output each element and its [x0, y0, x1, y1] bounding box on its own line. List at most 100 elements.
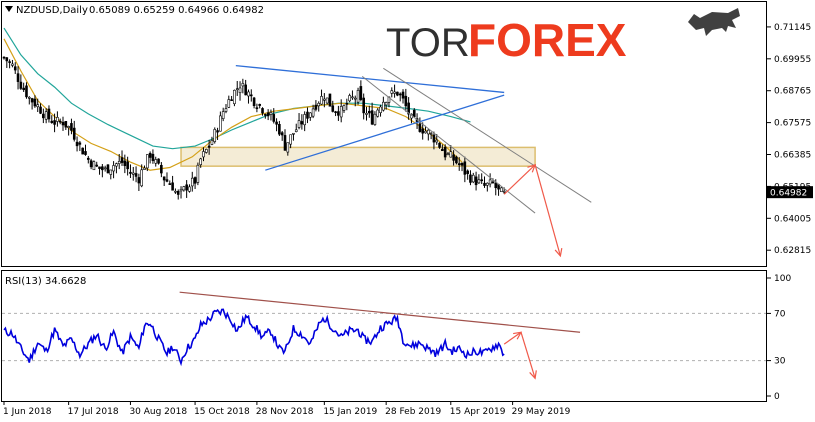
candle-body [334, 111, 337, 113]
down-channel-upper [383, 67, 592, 203]
rsi-y-tick-label: 70 [774, 309, 786, 319]
candle-body [27, 97, 31, 99]
candle-body [466, 170, 469, 174]
candle-body [19, 81, 23, 89]
candle-body [216, 130, 219, 133]
forecast-down-arrow [534, 164, 561, 257]
candle-body [266, 112, 270, 117]
candle-body [446, 153, 450, 156]
candle-body [460, 162, 464, 166]
candle-body [249, 94, 253, 97]
candle-body [196, 164, 200, 183]
candle-body [33, 98, 37, 107]
candle-body [129, 171, 132, 174]
candle-body [190, 177, 194, 187]
candle-body [179, 188, 183, 192]
price-y-tick-label: 0.62815 [774, 246, 811, 256]
rsi-panel-frame [1, 270, 767, 402]
candle-body [452, 154, 455, 161]
candle-body [244, 84, 247, 96]
candle-body [70, 123, 73, 131]
candle-body [64, 121, 68, 128]
candle-body [379, 106, 382, 114]
rsi-title: RSI(13) 34.6628 [5, 276, 86, 287]
candle-body [171, 182, 174, 191]
candle-body [188, 186, 191, 192]
forecast-down-arrow-head [554, 247, 563, 258]
candle-body [210, 140, 214, 145]
candle-body [13, 66, 17, 71]
candle-body [325, 97, 329, 104]
candle-body [345, 103, 349, 105]
candle-body [457, 163, 461, 166]
price-y-tick-label: 0.68765 [774, 87, 811, 97]
candle-body [117, 161, 121, 164]
x-tick-label: 15 Oct 2018 [194, 407, 250, 417]
candle-body [146, 154, 149, 169]
candle-body [174, 190, 177, 193]
candle-body [233, 89, 236, 105]
candle-body [396, 91, 399, 96]
collapse-triangle-icon[interactable] [5, 6, 13, 12]
bull-icon [688, 8, 740, 36]
candle-body [471, 174, 475, 183]
x-tick-label: 1 Jun 2018 [3, 407, 52, 417]
rsi-forecast-up-arrow [503, 331, 522, 345]
price-y-tick-label: 0.67575 [774, 119, 811, 129]
candle-body [339, 106, 343, 118]
price-y-tick-label: 0.69955 [774, 55, 811, 65]
candle-body [109, 169, 113, 175]
candles [2, 56, 506, 200]
candle-body [22, 87, 25, 91]
symbol-header: NZDUSD,Daily 0.65089 0.65259 0.64966 0.6… [5, 5, 264, 16]
last-price-box [767, 186, 813, 199]
rsi-forecast-down-arrow [520, 332, 536, 379]
candle-body [480, 179, 484, 182]
rsi-y-tick-label: 0 [774, 392, 780, 402]
candle-body [157, 158, 160, 164]
candle-body [72, 127, 76, 140]
candle-body [469, 174, 472, 183]
candle-body [39, 106, 42, 114]
candle-body [348, 95, 351, 102]
candle-body [398, 93, 402, 96]
candle-body [176, 190, 180, 195]
candle-body [185, 184, 188, 191]
candle-body [353, 97, 357, 100]
candle-body [314, 104, 318, 110]
candle-body [258, 104, 262, 106]
candle-body [463, 161, 467, 175]
candle-body [455, 156, 458, 164]
candle-body [47, 108, 51, 120]
candle-body [162, 176, 166, 181]
candle-body [11, 63, 14, 66]
candle-body [432, 134, 436, 143]
candle-body [115, 163, 118, 167]
candle-body [44, 111, 48, 120]
candle-body [294, 129, 298, 132]
candle-body [280, 132, 284, 136]
candle-body [311, 108, 315, 117]
candle-body [443, 146, 447, 158]
candle-body [441, 148, 444, 152]
candle-body [435, 139, 439, 143]
x-tick-label: 28 Nov 2018 [256, 407, 314, 417]
candle-body [241, 83, 245, 87]
candle-body [494, 182, 498, 189]
candle-body [25, 85, 28, 98]
candle-body [221, 111, 225, 119]
rsi-line [3, 308, 505, 367]
candle-body [30, 98, 34, 103]
support-trendline [265, 94, 505, 171]
candle-body [401, 91, 405, 99]
candle-body [134, 173, 138, 177]
candle-body [213, 129, 217, 142]
candle-body [78, 142, 82, 145]
candle-body [207, 145, 211, 148]
candle-body [320, 96, 323, 105]
candle-body [75, 141, 79, 147]
candle-body [148, 152, 152, 158]
candle-body [427, 129, 430, 135]
